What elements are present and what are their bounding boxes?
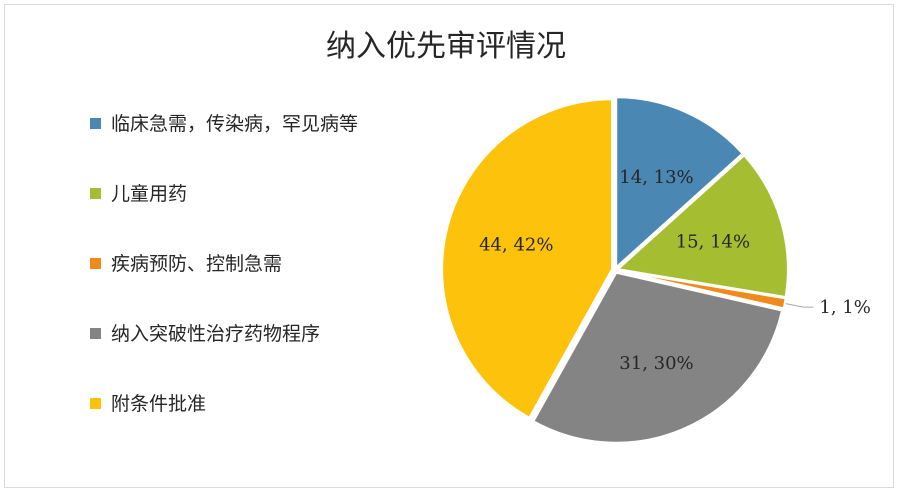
legend-label: 疾病预防、控制急需	[111, 253, 282, 275]
legend-label: 临床急需，传染病，罕见病等	[111, 113, 358, 135]
pie-slice	[615, 96, 744, 270]
legend: 临床急需，传染病，罕见病等儿童用药疾病预防、控制急需纳入突破性治疗药物程序附条件…	[90, 113, 358, 415]
pie-slice	[615, 153, 789, 299]
data-label: 31, 30%	[619, 353, 693, 374]
data-label: 1, 1%	[819, 297, 870, 318]
pie-slice	[441, 98, 614, 420]
pie-slice	[532, 271, 784, 444]
pie-chart: 纳入优先审评情况 临床急需，传染病，罕见病等儿童用药疾病预防、控制急需纳入突破性…	[90, 29, 871, 444]
legend-label: 儿童用药	[111, 183, 187, 205]
legend-label: 附条件批准	[111, 393, 206, 415]
data-labels: 14, 13% 15, 14% 1, 1% 31, 30% 44, 42%	[479, 167, 871, 374]
legend-swatch	[90, 328, 101, 339]
legend-swatch	[90, 188, 101, 199]
data-label: 15, 14%	[676, 231, 750, 252]
legend-swatch	[90, 118, 101, 129]
data-label: 14, 13%	[619, 167, 693, 188]
legend-swatch	[90, 258, 101, 269]
chart-frame: 纳入优先审评情况 临床急需，传染病，罕见病等 儿童用药疾病预防、控制急需纳入突破性…	[4, 4, 894, 488]
legend-label: 纳入突破性治疗药物程序	[111, 323, 320, 345]
chart-title: 纳入优先审评情况	[326, 29, 566, 64]
pie-slice	[617, 269, 787, 310]
pie-slices	[441, 96, 789, 444]
leader-line	[785, 303, 814, 308]
data-label: 44, 42%	[479, 234, 553, 255]
legend-swatch	[90, 398, 101, 409]
